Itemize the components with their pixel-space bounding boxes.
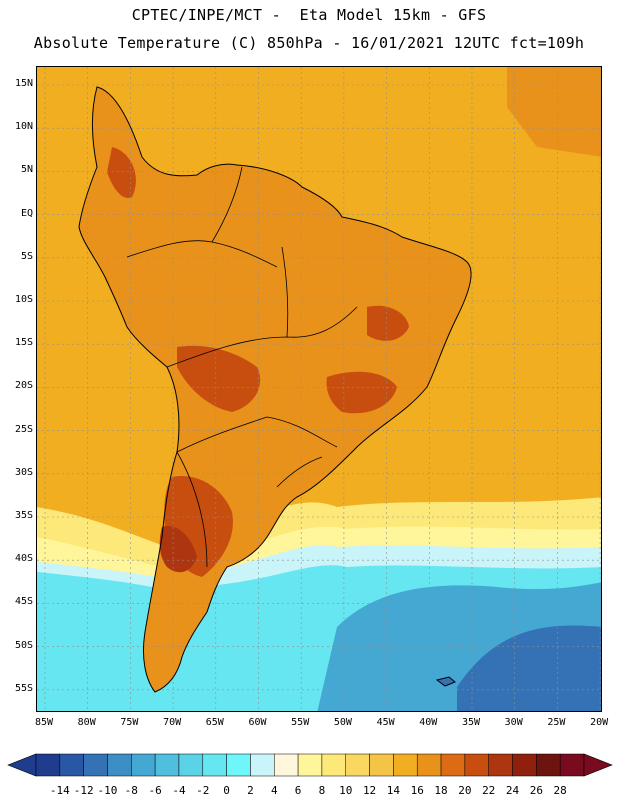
- latitude-tick-label: EQ: [20, 207, 33, 219]
- latitude-tick-label: 20S: [14, 380, 33, 392]
- country-border: [281, 246, 289, 338]
- colorbar-min-arrow: [7, 753, 37, 777]
- colorbar-swatch: [202, 753, 227, 777]
- longitude-tick-label: 50W: [333, 717, 352, 728]
- colorbar-swatch: [154, 753, 180, 777]
- hottest-core: [159, 526, 197, 573]
- country-border: [126, 240, 278, 268]
- longitude-tick-label: 40W: [419, 717, 438, 728]
- colorbar-tick-label: 14: [386, 784, 401, 797]
- hot-core: [367, 305, 409, 341]
- country-border: [166, 306, 358, 368]
- colorbar-tick-label: 2: [247, 784, 254, 797]
- colorbar-tick-label: 0: [223, 784, 230, 797]
- colorbar-tick-label: 10: [339, 784, 353, 797]
- colorbar-swatch: [59, 753, 84, 777]
- colorbar-swatch: [559, 753, 585, 777]
- country-border: [211, 166, 243, 243]
- latitude-tick-label: 5N: [20, 164, 33, 176]
- latitude-tick-label: 25S: [14, 423, 33, 435]
- country-border: [176, 451, 208, 568]
- temperature-map: [36, 66, 602, 712]
- longitude-tick-label: 65W: [205, 717, 224, 728]
- colorbar-swatch: [369, 753, 394, 777]
- latitude-tick-label: 15S: [14, 337, 33, 349]
- latitude-tick-label: 30S: [14, 466, 33, 478]
- latitude-tick-label: 35S: [14, 510, 33, 521]
- longitude-tick-label: 20W: [590, 717, 609, 728]
- colorbar-tick-label: 18: [434, 784, 448, 797]
- colorbar-swatch: [488, 753, 513, 777]
- latitude-tick-label: 40S: [14, 553, 33, 565]
- colorbar-swatch: [345, 753, 370, 777]
- falkland-islands: [435, 676, 456, 687]
- country-border: [276, 456, 323, 488]
- latitude-tick-label: 50S: [14, 639, 33, 651]
- latitude-tick-label: 15N: [14, 78, 33, 89]
- lat-lon-grid: [37, 67, 601, 711]
- longitude-tick-label: 75W: [120, 717, 139, 728]
- colorbar-tick-label: -2: [196, 784, 210, 797]
- map-title-line1: CPTEC/INPE/MCT - Eta Model 15km - GFS: [131, 6, 487, 24]
- longitude-tick-label: 45W: [376, 717, 395, 728]
- longitude-tick-label: 35W: [461, 717, 481, 728]
- colorbar-swatch: [226, 753, 251, 777]
- colorbar-tick-label: -12: [73, 784, 94, 797]
- colorbar-tick-label: -6: [148, 784, 162, 797]
- colorbar-swatch: [321, 753, 346, 777]
- latitude-tick-label: 5S: [20, 250, 33, 262]
- latitude-tick-label: 10S: [14, 294, 33, 305]
- colorbar-swatch: [512, 753, 537, 777]
- colorbar-swatch: [178, 753, 204, 777]
- country-border: [176, 416, 338, 453]
- colorbar-max-arrow: [583, 753, 613, 777]
- colorbar-tick-label: 20: [458, 784, 472, 797]
- longitude-tick-label: 60W: [248, 717, 267, 728]
- colorbar-swatch: [274, 753, 299, 777]
- latitude-tick-label: 45S: [14, 596, 33, 608]
- longitude-tick-label: 80W: [77, 717, 96, 728]
- temperature-colorbar: [7, 753, 613, 777]
- temperature-field: [37, 67, 601, 711]
- longitude-tick-label: 55W: [291, 717, 310, 728]
- coastline: [78, 86, 472, 693]
- warm-ocean-patch: [507, 67, 601, 157]
- colorbar-swatch: [131, 753, 156, 777]
- colorbar-swatch: [440, 753, 466, 777]
- colorbar-tick-label: 24: [505, 784, 520, 797]
- latitude-tick-label: 55S: [14, 682, 33, 694]
- colorbar-swatch: [83, 753, 108, 777]
- colorbar-tick-label: -4: [172, 784, 186, 797]
- colorbar-swatch: [536, 753, 561, 777]
- colorbar-tick-label: -14: [49, 784, 70, 797]
- colorbar-tick-label: 28: [553, 784, 567, 797]
- colorbar-swatch: [393, 753, 418, 777]
- colorbar-swatch: [107, 753, 132, 777]
- colorbar-tick-label: -10: [97, 784, 118, 797]
- colorbar-swatch: [35, 753, 61, 777]
- colorbar-swatch: [416, 753, 442, 777]
- map-title-line2: Absolute Temperature (C) 850hPa - 16/01/…: [33, 34, 585, 52]
- colorbar-tick-label: 26: [529, 784, 543, 797]
- colorbar-tick-label: 16: [410, 784, 424, 797]
- colorbar-tick-label: 12: [362, 784, 377, 797]
- colorbar-swatch: [297, 753, 323, 777]
- longitude-tick-label: 85W: [34, 717, 54, 728]
- colorbar-swatch: [250, 753, 275, 777]
- colorbar-tick-label: -8: [124, 784, 138, 797]
- colorbar-tick-label: 4: [270, 784, 278, 797]
- colorbar-tick-label: 6: [294, 784, 302, 797]
- latitude-tick-label: 10N: [14, 121, 33, 133]
- colorbar-tick-label: 8: [318, 784, 326, 797]
- longitude-tick-label: 70W: [163, 717, 182, 728]
- colorbar-swatch: [464, 753, 489, 777]
- longitude-tick-label: 25W: [547, 717, 566, 728]
- hot-core: [177, 345, 261, 412]
- hot-core: [107, 147, 136, 198]
- longitude-tick-label: 30W: [504, 717, 523, 728]
- colorbar-tick-label: 22: [482, 784, 496, 797]
